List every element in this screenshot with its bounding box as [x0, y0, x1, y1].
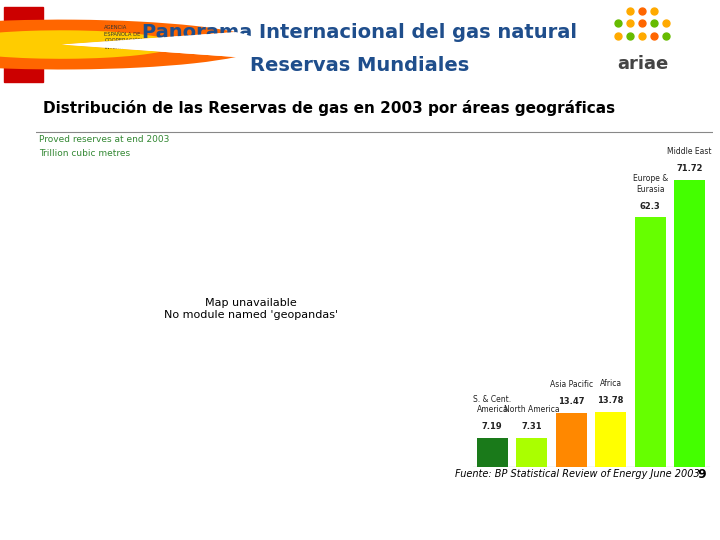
Text: S. & Cent.
America: S. & Cent. America: [473, 395, 511, 415]
Text: Asia Pacific: Asia Pacific: [549, 380, 593, 389]
Bar: [595, 412, 626, 467]
Text: Santa Cruz de la Sierra, 15 - 19 noviembre 2004: Santa Cruz de la Sierra, 15 - 19 noviemb…: [25, 517, 328, 530]
Text: 7.31: 7.31: [521, 422, 542, 431]
Text: Trillion cubic metres: Trillion cubic metres: [40, 149, 130, 158]
Wedge shape: [0, 30, 161, 59]
Bar: [477, 438, 508, 467]
Bar: [516, 438, 547, 467]
Text: 7.19: 7.19: [482, 422, 503, 431]
Text: Panorama Internacional del gas natural: Panorama Internacional del gas natural: [143, 23, 577, 42]
Text: Europe &
Eurasia: Europe & Eurasia: [633, 174, 668, 194]
Wedge shape: [61, 32, 263, 57]
Text: 62.3: 62.3: [640, 201, 660, 211]
Text: 71.72: 71.72: [676, 164, 703, 173]
Text: Reservas Mundiales: Reservas Mundiales: [251, 57, 469, 76]
Bar: [556, 413, 587, 467]
Text: Distribución de las Reservas de gas en 2003 por áreas geográficas: Distribución de las Reservas de gas en 2…: [43, 100, 616, 117]
Text: 13.78: 13.78: [598, 396, 624, 405]
Bar: [4, 7, 43, 82]
Text: Fuente: BP Statistical Review of Energy June 2003: Fuente: BP Statistical Review of Energy …: [454, 469, 699, 478]
Text: Middle East: Middle East: [667, 147, 712, 156]
Text: Map unavailable
No module named 'geopandas': Map unavailable No module named 'geopand…: [164, 298, 338, 320]
Bar: [635, 218, 665, 467]
Text: North America: North America: [504, 405, 559, 414]
Text: Africa: Africa: [600, 379, 622, 388]
Text: ariae: ariae: [617, 55, 669, 73]
Text: 9: 9: [698, 468, 706, 481]
Wedge shape: [0, 19, 235, 70]
Text: Proved reserves at end 2003: Proved reserves at end 2003: [40, 136, 170, 144]
Text: 13.47: 13.47: [558, 397, 585, 406]
Bar: [674, 180, 705, 467]
Text: II Edición del Curso ARIAE de Regulación Energética.: II Edición del Curso ARIAE de Regulación…: [14, 493, 343, 506]
Text: AGENCIA
ESPAÑOLA DE
COOPERACIÓN
INTERNACIONAL: AGENCIA ESPAÑOLA DE COOPERACIÓN INTERNAC…: [104, 25, 147, 50]
